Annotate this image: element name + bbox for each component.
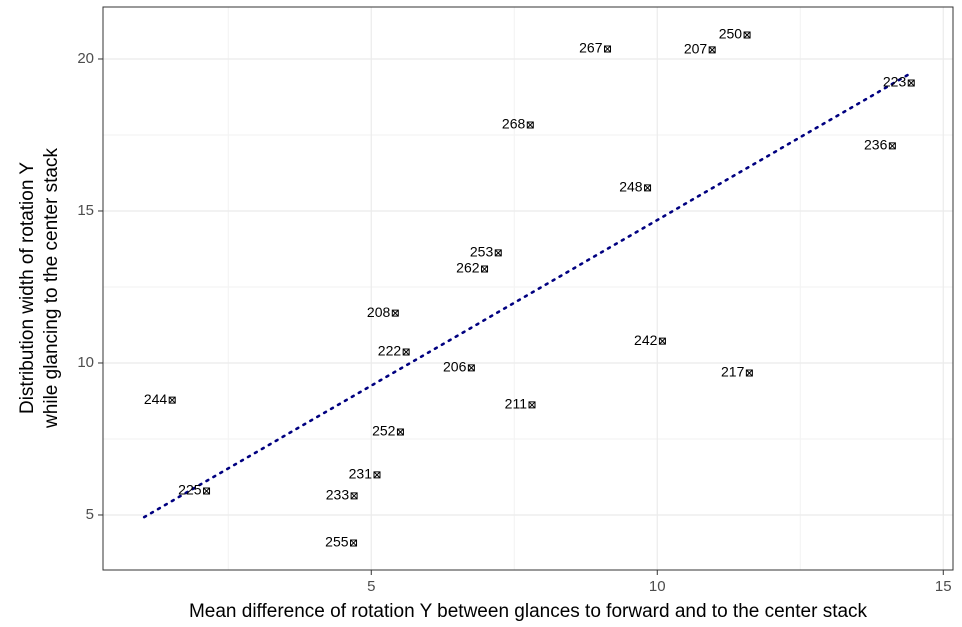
point (708, 46, 716, 54)
point (526, 121, 534, 129)
point (391, 309, 399, 317)
y-axis-title-line: Distribution width of rotation Y (17, 162, 38, 414)
point-label: 211 (505, 396, 528, 412)
point (168, 396, 176, 404)
point (402, 348, 410, 356)
point-label: 248 (619, 179, 643, 195)
point (888, 142, 896, 150)
point-label: 262 (456, 260, 480, 276)
point-label: 242 (634, 332, 658, 348)
y-tick-label: 20 (77, 50, 94, 67)
y-tick-label: 10 (77, 354, 94, 371)
point-label: 268 (502, 116, 526, 132)
point-label: 267 (579, 40, 603, 56)
point-label: 244 (144, 391, 168, 407)
point-label: 250 (719, 26, 743, 42)
point-label: 233 (326, 487, 350, 503)
point-label: 208 (367, 304, 391, 320)
point (743, 31, 751, 39)
point-label: 252 (372, 423, 396, 439)
plot-border (102, 6, 954, 571)
x-tick-label: 5 (367, 578, 375, 595)
point (907, 79, 915, 87)
point-label: 225 (178, 482, 202, 498)
point-label: 206 (443, 359, 467, 375)
point-label: 236 (864, 137, 888, 153)
point (658, 337, 666, 345)
point-label: 231 (349, 466, 373, 482)
point-label: 207 (684, 41, 708, 57)
point-label: 255 (325, 534, 349, 550)
point (203, 487, 211, 495)
y-axis-title-line: while glancing to the center stack (41, 148, 62, 429)
point (481, 265, 489, 273)
point-label: 222 (378, 343, 402, 359)
point (350, 539, 358, 547)
point (373, 471, 381, 479)
point-label: 223 (883, 74, 907, 90)
point (528, 401, 536, 409)
point (467, 364, 475, 372)
trend-line (142, 71, 913, 519)
y-tick-label: 15 (77, 202, 94, 219)
point (494, 249, 502, 257)
y-tick-label: 5 (86, 506, 94, 523)
x-tick-label: 15 (935, 578, 952, 595)
x-axis-title: Mean difference of rotation Y between gl… (189, 601, 868, 622)
point (644, 184, 652, 192)
point (396, 428, 404, 436)
point-label: 217 (721, 364, 745, 380)
point (350, 492, 358, 500)
point-label: 253 (470, 244, 494, 260)
point (604, 45, 612, 53)
y-axis-title: Distribution width of rotation Y while g… (17, 148, 62, 429)
x-tick-label: 10 (649, 578, 666, 595)
point (745, 369, 753, 377)
